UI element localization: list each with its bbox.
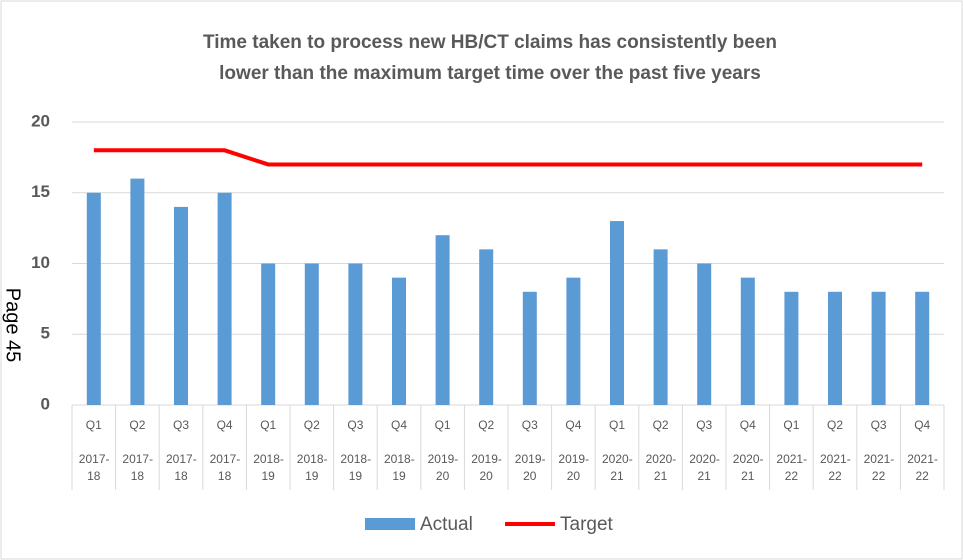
target-line	[93, 148, 923, 167]
x-tick-label: Q1	[86, 418, 102, 432]
x-group-label: 2017-18	[122, 452, 154, 483]
bar	[828, 291, 842, 405]
x-group-label: 2017-18	[209, 452, 241, 483]
bar	[784, 291, 799, 405]
x-tick-label: Q2	[827, 418, 843, 432]
bar	[915, 291, 930, 405]
y-tick-label: 15	[31, 182, 50, 201]
bar	[479, 249, 494, 405]
x-group-label: 2019-20	[427, 452, 459, 483]
bar	[130, 178, 145, 405]
x-group-label: 2019-20	[558, 452, 590, 483]
bar	[304, 263, 319, 405]
x-group-label: 2018-19	[296, 452, 328, 483]
x-group-label: 2021-22	[907, 452, 938, 483]
x-tick-label: Q3	[522, 418, 538, 432]
x-tick-label: Q3	[173, 418, 189, 432]
x-group-label: 2019-20	[514, 452, 546, 483]
x-tick-label: Q4	[565, 418, 581, 432]
y-tick-label: 10	[31, 253, 50, 272]
bar	[697, 263, 712, 405]
x-group-label: 2020-21	[645, 452, 677, 483]
x-group-label: 2017-18	[78, 452, 110, 483]
x-group-label: 2020-21	[602, 452, 633, 483]
x-tick-label: Q2	[478, 418, 494, 432]
x-tick-label: Q4	[217, 418, 233, 432]
y-tick-label: 20	[31, 111, 50, 130]
x-group-label: 2018-19	[340, 452, 372, 483]
x-tick-label: Q4	[391, 418, 407, 432]
x-tick-label: Q2	[653, 418, 669, 432]
bar	[261, 263, 276, 405]
bar	[174, 206, 188, 405]
bar	[348, 263, 363, 405]
y-tick-label: 5	[41, 324, 50, 343]
x-tick-label: Q1	[783, 418, 799, 432]
legend-label: Target	[560, 514, 614, 535]
chart-title: lower than the maximum target time over …	[219, 63, 761, 84]
x-group-label: 2020-21	[689, 452, 720, 483]
chart-title: Time taken to process new HB/CT claims h…	[203, 32, 777, 53]
x-tick-label: Q4	[914, 418, 930, 432]
bar	[653, 249, 668, 405]
x-tick-label: Q2	[304, 418, 320, 432]
x-group-label: 2020-21	[732, 452, 764, 483]
y-tick-label: 0	[41, 394, 50, 413]
legend-label: Actual	[420, 514, 473, 535]
x-tick-label: Q2	[129, 418, 145, 432]
x-group-label: 2019-20	[471, 452, 502, 483]
x-tick-label: Q1	[609, 418, 625, 432]
x-group-label: 2018-19	[384, 452, 415, 483]
bar	[392, 277, 406, 405]
bar	[522, 291, 537, 405]
bar	[610, 221, 624, 405]
legend-swatch	[365, 518, 415, 530]
x-group-label: 2021-22	[863, 452, 895, 483]
x-group-label: 2018-19	[253, 452, 284, 483]
x-tick-label: Q4	[740, 418, 756, 432]
x-group-label: 2021-22	[820, 452, 851, 483]
bar	[435, 235, 450, 405]
x-tick-label: Q3	[696, 418, 712, 432]
x-group-label: 2017-18	[166, 452, 197, 483]
bar	[566, 277, 581, 405]
page-label: Page 45	[2, 288, 24, 363]
x-tick-label: Q3	[871, 418, 887, 432]
x-tick-label: Q3	[347, 418, 363, 432]
bar	[86, 192, 101, 405]
bar	[217, 192, 232, 405]
x-tick-label: Q1	[260, 418, 276, 432]
bar	[740, 277, 755, 405]
bar	[871, 291, 886, 405]
x-group-label: 2021-22	[776, 452, 808, 483]
x-tick-label: Q1	[435, 418, 451, 432]
